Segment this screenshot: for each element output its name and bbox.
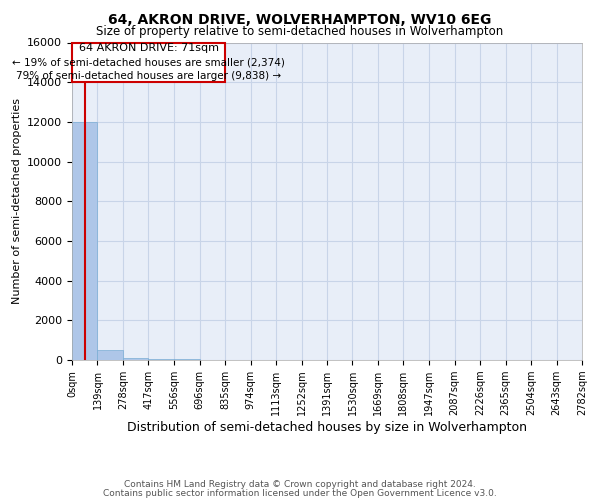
- X-axis label: Distribution of semi-detached houses by size in Wolverhampton: Distribution of semi-detached houses by …: [127, 421, 527, 434]
- Bar: [72, 42, 225, 82]
- Bar: [97, 350, 123, 360]
- Text: 79% of semi-detached houses are larger (9,838) →: 79% of semi-detached houses are larger (…: [16, 70, 281, 81]
- Bar: [148, 359, 174, 360]
- Text: Contains public sector information licensed under the Open Government Licence v3: Contains public sector information licen…: [103, 489, 497, 498]
- Text: 64 AKRON DRIVE: 71sqm: 64 AKRON DRIVE: 71sqm: [79, 44, 218, 54]
- Text: Contains HM Land Registry data © Crown copyright and database right 2024.: Contains HM Land Registry data © Crown c…: [124, 480, 476, 489]
- Text: ← 19% of semi-detached houses are smaller (2,374): ← 19% of semi-detached houses are smalle…: [12, 58, 285, 68]
- Bar: [72, 122, 97, 360]
- Bar: [123, 358, 148, 360]
- Text: 64, AKRON DRIVE, WOLVERHAMPTON, WV10 6EG: 64, AKRON DRIVE, WOLVERHAMPTON, WV10 6EG: [109, 12, 491, 26]
- Text: Size of property relative to semi-detached houses in Wolverhampton: Size of property relative to semi-detach…: [97, 25, 503, 38]
- Y-axis label: Number of semi-detached properties: Number of semi-detached properties: [11, 98, 22, 304]
